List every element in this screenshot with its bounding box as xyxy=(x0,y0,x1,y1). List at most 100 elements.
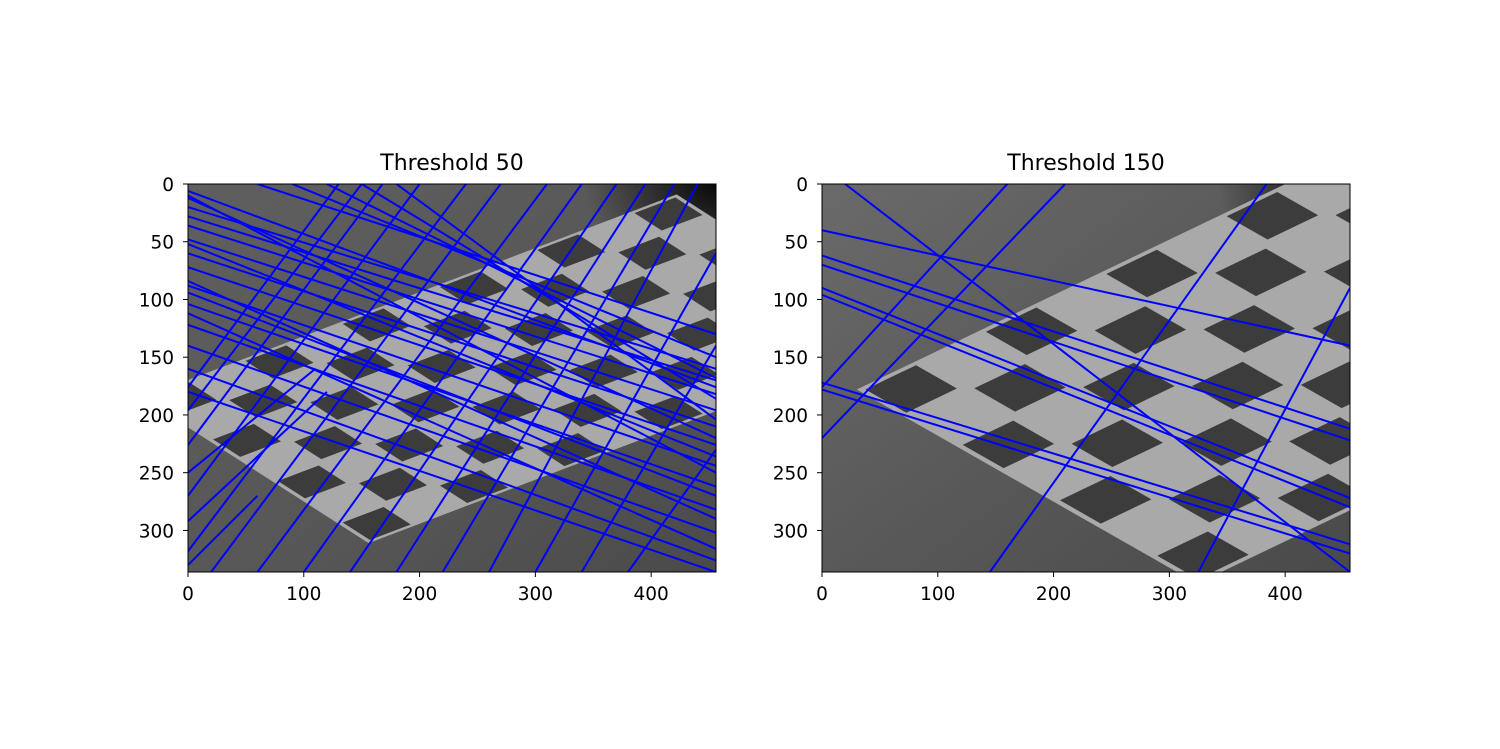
y-tick-label: 0 xyxy=(162,175,174,196)
hough-line xyxy=(188,184,340,388)
hough-line xyxy=(822,388,1350,555)
hough-line xyxy=(822,286,1350,500)
y-tick-label: 50 xyxy=(150,233,174,254)
x-tick-label: 200 xyxy=(402,584,437,605)
hough-line xyxy=(188,391,328,522)
hough-line xyxy=(534,252,716,572)
image xyxy=(188,184,716,572)
board-square xyxy=(1300,361,1350,409)
board-square xyxy=(865,365,957,413)
board-square xyxy=(342,507,411,540)
board-square xyxy=(1071,419,1163,468)
axes-frame xyxy=(187,183,717,573)
hough-line xyxy=(188,184,467,552)
board-square xyxy=(1106,249,1198,298)
checkerboard xyxy=(856,184,1350,572)
hough-line xyxy=(488,184,699,572)
x-tick-label: 400 xyxy=(634,584,669,605)
hough-line xyxy=(188,303,716,488)
hough-line xyxy=(210,184,502,572)
hough-line xyxy=(822,293,1350,509)
hough-line xyxy=(822,184,1066,439)
hough-line xyxy=(441,184,676,572)
x-tick-label: 300 xyxy=(518,584,553,605)
x-tick-label: 100 xyxy=(286,584,321,605)
board-square xyxy=(310,386,379,420)
y-tick-label: 50 xyxy=(784,233,808,254)
board-square xyxy=(962,420,1055,469)
detected-lines xyxy=(188,184,716,572)
board-square xyxy=(585,315,654,349)
board-square xyxy=(358,467,427,501)
board-square xyxy=(277,465,346,499)
hough-line xyxy=(822,184,1009,388)
board-square xyxy=(1157,531,1249,572)
hough-line xyxy=(188,196,716,439)
hough-line xyxy=(188,367,317,474)
y-tick-label: 150 xyxy=(139,348,174,369)
board-square xyxy=(1335,208,1350,224)
hough-line xyxy=(188,280,716,520)
board-square xyxy=(1203,305,1295,353)
y-tick-label: 300 xyxy=(139,521,174,542)
board-square xyxy=(683,281,716,312)
board-square xyxy=(504,313,573,346)
board-square xyxy=(391,389,460,423)
board-square xyxy=(229,384,298,418)
hough-line xyxy=(188,184,363,411)
board-square xyxy=(1226,191,1319,240)
hough-line xyxy=(580,345,716,572)
hough-line xyxy=(188,495,259,566)
hough-line xyxy=(1197,287,1350,572)
board-square xyxy=(1180,418,1272,466)
board-square xyxy=(342,308,411,342)
hough-line xyxy=(361,184,716,400)
hough-line xyxy=(188,215,716,382)
y-tick-label: 250 xyxy=(773,464,808,485)
hough-line xyxy=(188,243,716,458)
hough-line xyxy=(188,189,716,389)
hough-line xyxy=(188,184,384,446)
board-square xyxy=(1094,306,1187,354)
board-square xyxy=(1168,474,1261,523)
y-tick-label: 150 xyxy=(773,348,808,369)
hough-line xyxy=(188,184,421,497)
hough-line xyxy=(822,254,1350,430)
board-square xyxy=(650,356,716,390)
hough-line xyxy=(256,184,548,572)
subplot-title: Threshold 50 xyxy=(379,151,523,176)
hough-line xyxy=(395,184,716,421)
x-tick-label: 200 xyxy=(1036,584,1071,605)
x-tick-label: 300 xyxy=(1152,584,1187,605)
hough-line xyxy=(349,184,618,572)
y-tick-label: 300 xyxy=(773,521,808,542)
board-square xyxy=(1277,473,1350,522)
hough-line xyxy=(822,381,1350,546)
y-tick-label: 100 xyxy=(139,290,174,311)
y-tick-label: 100 xyxy=(773,290,808,311)
board-square xyxy=(985,307,1078,355)
detected-lines xyxy=(822,184,1350,572)
y-tick-label: 250 xyxy=(139,464,174,485)
hough-line xyxy=(188,194,716,474)
subplot-threshold-150: Threshold 150 0 100 200 300 400 0 50 100 150 200 2… xyxy=(773,151,1351,605)
hough-line xyxy=(188,312,716,550)
hough-line xyxy=(188,206,716,370)
hough-line xyxy=(395,184,647,572)
hough-line xyxy=(989,184,1268,572)
board-square xyxy=(1215,248,1307,297)
image xyxy=(822,184,1350,572)
hough-line xyxy=(822,263,1350,442)
board-square xyxy=(1312,310,1350,350)
hough-line xyxy=(188,390,716,572)
hough-line xyxy=(627,449,716,572)
x-tick-label: 400 xyxy=(1268,584,1303,605)
board-square xyxy=(488,352,557,386)
board-square xyxy=(1289,417,1350,465)
x-tick-label: 100 xyxy=(920,584,955,605)
y-tick-label: 0 xyxy=(796,175,808,196)
board-square xyxy=(1191,361,1284,410)
hough-line xyxy=(302,184,583,572)
board-square xyxy=(537,433,606,467)
